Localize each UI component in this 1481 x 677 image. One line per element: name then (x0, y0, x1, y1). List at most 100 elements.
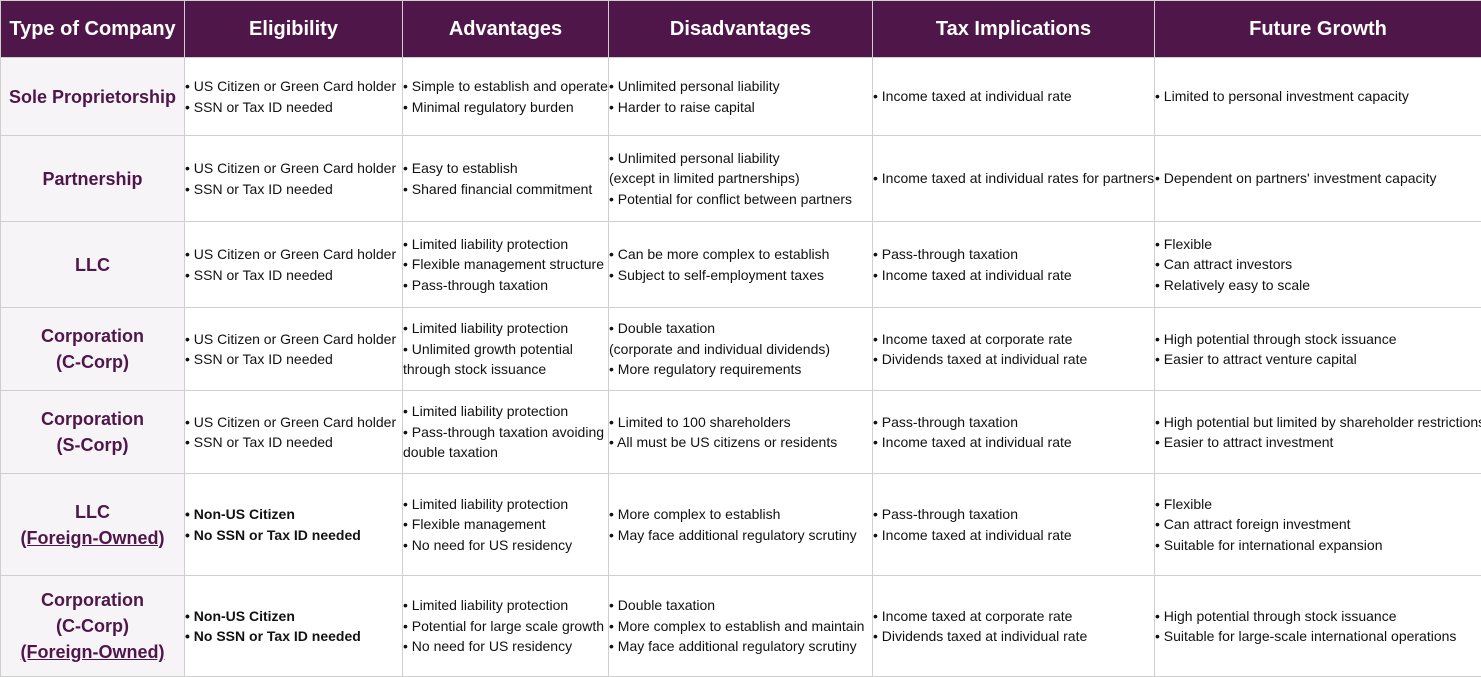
tax-implications-cell: • Pass-through taxation• Income taxed at… (873, 222, 1155, 308)
company-type-label: LLC (1, 499, 184, 525)
table-header: Type of Company Eligibility Advantages D… (1, 1, 1481, 58)
bullet-item: • Non-US Citizen (185, 606, 402, 627)
future-growth-cell: • Limited to personal investment capacit… (1155, 58, 1481, 136)
bullet-item: • Pass-through taxation (403, 275, 608, 296)
bullet-item: • Limited liability protection (403, 595, 608, 616)
company-type-cell: Partnership (1, 136, 185, 222)
bullet-item: • Dividends taxed at individual rate (873, 349, 1154, 370)
bullet-item: • Limited to personal investment capacit… (1155, 86, 1481, 107)
bullet-item: • Pass-through taxation (873, 504, 1154, 525)
bullet-item: • Harder to raise capital (609, 97, 872, 118)
bullet-item: (corporate and individual dividends) (609, 339, 872, 360)
tax-implications-cell: • Income taxed at individual rate (873, 58, 1155, 136)
company-type-label: Partnership (1, 166, 184, 192)
bullet-item: • Easy to establish (403, 158, 608, 179)
bullet-item: • Unlimited personal liability (609, 76, 872, 97)
bullet-item: • SSN or Tax ID needed (185, 349, 402, 370)
tax-implications-cell: • Income taxed at individual rates for p… (873, 136, 1155, 222)
eligibility-cell: • Non-US Citizen• No SSN or Tax ID neede… (185, 474, 403, 576)
eligibility-cell: • US Citizen or Green Card holder• SSN o… (185, 136, 403, 222)
company-type-cell: LLC (1, 222, 185, 308)
advantages-cell: • Limited liability protection• Flexible… (403, 222, 609, 308)
bullet-item: • Income taxed at individual rate (873, 525, 1154, 546)
advantages-cell: • Limited liability protection• Flexible… (403, 474, 609, 576)
disadvantages-cell: • Unlimited personal liability• Harder t… (609, 58, 873, 136)
header-disadvantages: Disadvantages (609, 1, 873, 58)
bullet-item: • Unlimited growth potential (403, 339, 608, 360)
company-type-cell: Corporation(C-Corp)(Foreign-Owned) (1, 576, 185, 677)
bullet-item: • All must be US citizens or residents (609, 432, 872, 453)
company-type-cell: Corporation(C-Corp) (1, 308, 185, 391)
bullet-item: • Flexible (1155, 234, 1481, 255)
bullet-item: • Income taxed at individual rate (873, 432, 1154, 453)
bullet-item: • High potential but limited by sharehol… (1155, 412, 1481, 433)
bullet-item: • Unlimited personal liability (609, 148, 872, 169)
bullet-item: • May face additional regulatory scrutin… (609, 636, 872, 657)
disadvantages-cell: • Can be more complex to establish• Subj… (609, 222, 873, 308)
bullet-item: • Can attract foreign investment (1155, 514, 1481, 535)
future-growth-cell: • High potential but limited by sharehol… (1155, 391, 1481, 474)
header-eligibility: Eligibility (185, 1, 403, 58)
bullet-item: • High potential through stock issuance (1155, 329, 1481, 350)
bullet-item: • No SSN or Tax ID needed (185, 525, 402, 546)
bullet-item: • Dependent on partners' investment capa… (1155, 168, 1481, 189)
bullet-item: • US Citizen or Green Card holder (185, 244, 402, 265)
bullet-item: • More regulatory requirements (609, 359, 872, 380)
bullet-item: • Non-US Citizen (185, 504, 402, 525)
advantages-cell: • Limited liability protection• Potentia… (403, 576, 609, 677)
bullet-item: • No SSN or Tax ID needed (185, 626, 402, 647)
bullet-item: • Pass-through taxation avoiding (403, 422, 608, 443)
tax-implications-cell: • Pass-through taxation• Income taxed at… (873, 474, 1155, 576)
header-type-of-company: Type of Company (1, 1, 185, 58)
bullet-item: • More complex to establish (609, 504, 872, 525)
disadvantages-cell: • Double taxation• More complex to estab… (609, 576, 873, 677)
bullet-item: • Income taxed at corporate rate (873, 329, 1154, 350)
bullet-item: • Flexible (1155, 494, 1481, 515)
bullet-item: • US Citizen or Green Card holder (185, 158, 402, 179)
header-row: Type of Company Eligibility Advantages D… (1, 1, 1481, 58)
bullet-item: • Easier to attract venture capital (1155, 349, 1481, 370)
bullet-item: • May face additional regulatory scrutin… (609, 525, 872, 546)
bullet-item: • SSN or Tax ID needed (185, 265, 402, 286)
company-type-label: LLC (1, 252, 184, 278)
table-row: LLC(Foreign-Owned)• Non-US Citizen• No S… (1, 474, 1481, 576)
bullet-item: • Potential for large scale growth (403, 616, 608, 637)
company-type-cell: LLC(Foreign-Owned) (1, 474, 185, 576)
company-type-label: Corporation (1, 587, 184, 613)
bullet-item: • SSN or Tax ID needed (185, 97, 402, 118)
advantages-cell: • Limited liability protection• Unlimite… (403, 308, 609, 391)
table-body: Sole Proprietorship• US Citizen or Green… (1, 58, 1481, 677)
table-row: Partnership• US Citizen or Green Card ho… (1, 136, 1481, 222)
bullet-item: • Pass-through taxation (873, 244, 1154, 265)
bullet-item: • SSN or Tax ID needed (185, 179, 402, 200)
bullet-item: • Suitable for international expansion (1155, 535, 1481, 556)
bullet-item: • More complex to establish and maintain (609, 616, 872, 637)
advantages-cell: • Easy to establish• Shared financial co… (403, 136, 609, 222)
eligibility-cell: • Non-US Citizen• No SSN or Tax ID neede… (185, 576, 403, 677)
eligibility-cell: • US Citizen or Green Card holder• SSN o… (185, 222, 403, 308)
company-type-label: Corporation (1, 406, 184, 432)
company-type-label: (Foreign-Owned) (1, 639, 184, 665)
bullet-item: • Can be more complex to establish (609, 244, 872, 265)
bullet-item: • Flexible management (403, 514, 608, 535)
disadvantages-cell: • Limited to 100 shareholders• All must … (609, 391, 873, 474)
disadvantages-cell: • Unlimited personal liability(except in… (609, 136, 873, 222)
table-row: Corporation(C-Corp)(Foreign-Owned)• Non-… (1, 576, 1481, 677)
bullet-item: • SSN or Tax ID needed (185, 432, 402, 453)
future-growth-cell: • High potential through stock issuance•… (1155, 576, 1481, 677)
eligibility-cell: • US Citizen or Green Card holder• SSN o… (185, 58, 403, 136)
advantages-cell: • Simple to establish and operate• Minim… (403, 58, 609, 136)
bullet-item: • Subject to self-employment taxes (609, 265, 872, 286)
bullet-item: • Minimal regulatory burden (403, 97, 608, 118)
table-row: Corporation(S-Corp)• US Citizen or Green… (1, 391, 1481, 474)
bullet-item: • Flexible management structure (403, 254, 608, 275)
company-type-label: (S-Corp) (1, 432, 184, 458)
bullet-item: • US Citizen or Green Card holder (185, 76, 402, 97)
company-type-label: (C-Corp) (1, 349, 184, 375)
company-type-cell: Sole Proprietorship (1, 58, 185, 136)
bullet-item: • No need for US residency (403, 636, 608, 657)
bullet-item: • US Citizen or Green Card holder (185, 412, 402, 433)
bullet-item: • Suitable for large-scale international… (1155, 626, 1481, 647)
table-row: LLC• US Citizen or Green Card holder• SS… (1, 222, 1481, 308)
